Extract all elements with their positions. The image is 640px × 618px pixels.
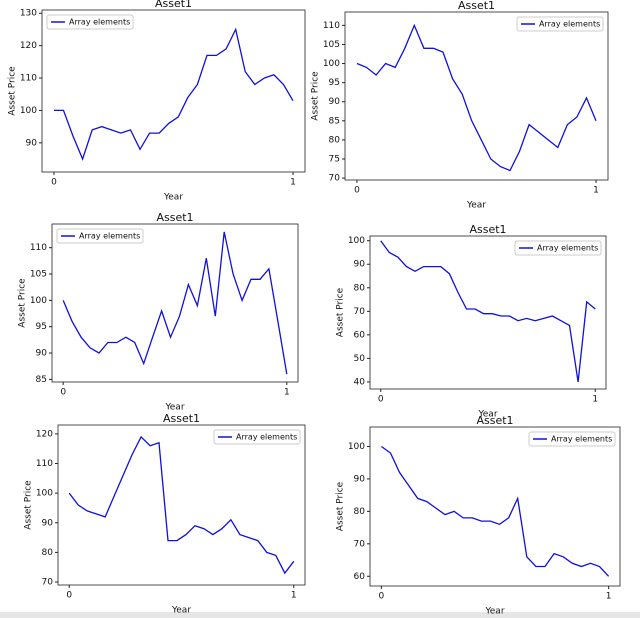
price-line [62,231,288,375]
plot-frame [369,235,607,390]
y-axis-label: Asset Price [8,66,18,116]
price-line [356,23,597,172]
y-axis-label: Asset Price [24,480,34,530]
y-tick-label: 50 [354,354,366,364]
legend-box [56,228,144,244]
x-tick-label: 1 [290,178,296,188]
chart-title: Asset1 [156,211,193,224]
y-tick-label: 105 [323,40,340,50]
x-axis-label: Year [171,606,191,616]
x-tick-label: 1 [284,388,290,398]
y-tick-label: 70 [354,539,366,549]
y-tick-label: 60 [354,572,366,582]
legend-box [516,16,604,32]
plot-frame [344,11,609,181]
y-tick-label: 40 [354,377,366,387]
x-tick-label: 1 [606,592,612,602]
y-tick-label: 90 [329,97,341,107]
plot-frame [51,223,299,383]
y-tick-label: 90 [26,138,38,148]
y-axis-label: Asset Price [336,287,346,337]
plot-frame [41,9,306,173]
plot-frame [369,426,621,587]
x-tick-label: 0 [378,395,384,405]
x-axis-label: Year [466,201,486,211]
x-tick-label: 0 [51,178,57,188]
price-line [68,435,295,575]
y-tick-label: 90 [36,349,48,359]
y-tick-label: 100 [30,296,47,306]
y-axis-label: Asset Price [336,481,346,531]
y-axis-label: Asset Price [311,71,321,121]
legend-label: Array elements [79,232,140,241]
chart-title: Asset1 [469,223,506,236]
plot-frame [57,424,306,586]
legend-box [528,431,616,447]
y-tick-label: 90 [354,474,366,484]
chart-title: Asset1 [163,412,200,425]
x-axis-label: Year [163,193,183,203]
y-tick-label: 85 [36,375,47,385]
y-tick-label: 80 [354,283,366,293]
chart-title: Asset1 [458,0,495,12]
x-axis-label: Year [484,607,504,617]
y-tick-label: 110 [20,74,37,84]
legend-label: Array elements [236,433,297,442]
legend-label: Array elements [551,435,612,444]
y-tick-label: 100 [348,442,365,452]
y-tick-label: 70 [354,307,366,317]
x-tick-label: 0 [66,591,72,601]
y-tick-label: 100 [36,489,53,499]
y-tick-label: 95 [36,322,47,332]
y-tick-label: 105 [30,270,47,280]
chart-title: Asset1 [155,0,192,10]
legend-box [46,14,134,30]
y-tick-label: 85 [329,116,340,126]
x-axis-label: Year [164,403,184,413]
legend-label: Array elements [537,244,598,253]
legend-box [514,240,602,256]
x-tick-label: 1 [291,591,297,601]
y-tick-label: 120 [36,429,53,439]
price-line [381,445,610,577]
y-tick-label: 80 [42,548,54,558]
y-tick-label: 95 [329,78,340,88]
y-tick-label: 100 [323,59,340,69]
x-axis-label: Year [477,410,497,420]
x-tick-label: 0 [354,186,360,196]
legend-label: Array elements [539,20,600,29]
y-tick-label: 110 [30,243,47,253]
y-tick-label: 110 [323,21,340,31]
x-tick-label: 0 [378,592,384,602]
chart-title: Asset1 [476,414,513,427]
x-tick-label: 1 [593,186,599,196]
y-tick-label: 110 [36,459,53,469]
y-tick-label: 75 [329,155,340,165]
x-tick-label: 0 [60,388,66,398]
x-tick-label: 1 [592,395,598,405]
y-tick-label: 90 [354,260,366,270]
price-line [54,27,294,161]
scrollbar [0,612,640,618]
y-tick-label: 90 [42,518,54,528]
y-tick-label: 60 [354,330,366,340]
y-tick-label: 100 [348,236,365,246]
y-tick-label: 80 [329,135,341,145]
y-tick-label: 70 [42,578,54,588]
legend-label: Array elements [69,18,130,27]
y-tick-label: 100 [20,106,37,116]
y-tick-label: 80 [354,507,366,517]
y-tick-label: 70 [329,174,341,184]
y-tick-label: 130 [20,9,37,19]
y-axis-label: Asset Price [18,278,28,328]
price-line [380,240,596,382]
legend-box [213,429,301,445]
y-tick-label: 120 [20,41,37,51]
